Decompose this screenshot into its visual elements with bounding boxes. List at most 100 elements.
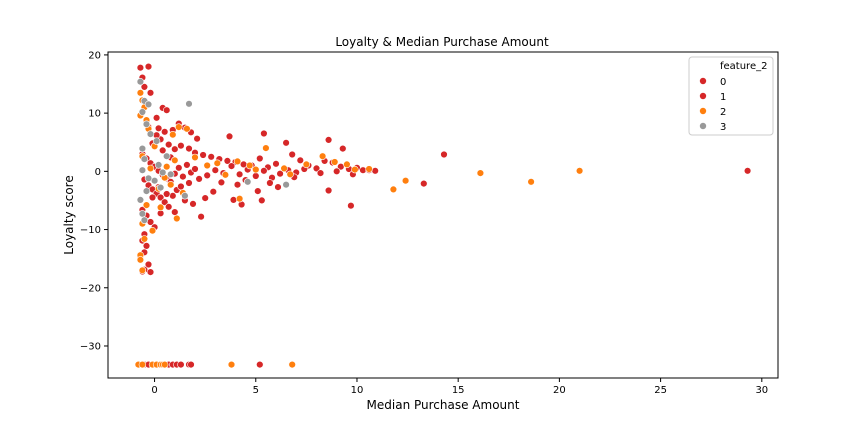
data-point-series-3-19 bbox=[282, 181, 290, 189]
data-point-series-2-37 bbox=[140, 235, 149, 243]
data-point-series-2-8 bbox=[169, 131, 177, 139]
data-point-series-1-7 bbox=[152, 114, 161, 122]
data-point-series-3-12 bbox=[150, 177, 159, 185]
x-tick-label-3: 15 bbox=[452, 385, 465, 396]
legend-label-2: 2 bbox=[720, 107, 726, 118]
data-point-series-1-31 bbox=[223, 157, 232, 165]
data-point-series-2-36 bbox=[148, 227, 157, 235]
data-point-series-3-17 bbox=[140, 216, 149, 224]
data-point-series-2-19 bbox=[351, 165, 359, 174]
scatter-points bbox=[134, 62, 752, 369]
data-point-series-1-98 bbox=[201, 194, 209, 202]
y-axis-ticks: −30 −20 −10 0 10 20 bbox=[80, 50, 108, 352]
data-point-series-2-13 bbox=[246, 161, 254, 170]
data-point-series-2-24 bbox=[527, 178, 535, 186]
data-point-series-1-6 bbox=[163, 106, 171, 114]
data-point-series-1-102 bbox=[233, 181, 242, 189]
data-point-series-2-11 bbox=[213, 159, 222, 167]
data-point-series-1-52 bbox=[743, 167, 752, 175]
x-axis-ticks: 0 5 10 15 20 25 30 bbox=[151, 378, 768, 396]
data-point-series-1-16 bbox=[225, 132, 234, 141]
data-point-series-1-101 bbox=[229, 196, 238, 204]
x-tick-label-6: 30 bbox=[755, 385, 768, 396]
data-point-series-1-19 bbox=[324, 136, 333, 144]
data-point-series-1-77 bbox=[276, 170, 284, 178]
data-point-series-1-125 bbox=[148, 193, 157, 202]
data-point-series-3-23 bbox=[138, 166, 147, 174]
x-tick-label-5: 25 bbox=[654, 385, 667, 396]
data-point-series-2-25 bbox=[575, 167, 584, 175]
data-point-series-2-22 bbox=[389, 185, 398, 194]
data-point-series-1-118 bbox=[142, 242, 151, 250]
data-point-series-1-64 bbox=[183, 161, 191, 169]
data-point-series-3-0 bbox=[136, 77, 145, 86]
data-point-series-2-31 bbox=[173, 214, 181, 223]
y-tick-label-1: −20 bbox=[80, 283, 101, 294]
data-point-series-3-13 bbox=[156, 183, 165, 192]
data-point-series-1-90 bbox=[165, 203, 173, 211]
data-point-series-1-107 bbox=[266, 179, 274, 187]
y-tick-label-4: 10 bbox=[88, 109, 101, 120]
data-point-series-1-96 bbox=[189, 200, 197, 208]
data-point-series-1-111 bbox=[347, 202, 355, 210]
data-point-series-1-15 bbox=[193, 135, 201, 143]
x-tick-label-0: 0 bbox=[151, 385, 157, 396]
data-point-series-1-50 bbox=[371, 167, 379, 175]
legend: feature_2 0 1 2 3 bbox=[688, 56, 774, 136]
data-point-series-3-3 bbox=[185, 100, 193, 108]
data-point-series-1-20 bbox=[339, 144, 347, 153]
data-point-series-2-18 bbox=[343, 160, 351, 169]
data-point-series-1-40 bbox=[296, 156, 304, 165]
data-point-series-3-20 bbox=[181, 192, 189, 200]
data-point-series-3-18 bbox=[244, 178, 252, 186]
data-point-series-1-81 bbox=[316, 169, 325, 177]
data-point-series-3-10 bbox=[154, 161, 163, 169]
y-tick-label-5: 20 bbox=[88, 50, 101, 61]
data-point-series-1-37 bbox=[272, 160, 280, 168]
data-point-series-1-110 bbox=[324, 186, 333, 195]
legend-label-1: 1 bbox=[720, 92, 726, 103]
data-point-series-2-6 bbox=[175, 123, 183, 131]
data-point-series-1-39 bbox=[288, 150, 296, 159]
legend-label-0: 0 bbox=[720, 77, 726, 88]
data-point-series-3-7 bbox=[152, 137, 161, 145]
data-point-series-2-39 bbox=[136, 256, 145, 264]
data-point-series-1-9 bbox=[154, 124, 163, 133]
data-point-series-2-33 bbox=[156, 203, 165, 212]
data-point-series-3-6 bbox=[146, 130, 155, 138]
legend-marker-2 bbox=[699, 107, 707, 115]
data-point-series-2-0 bbox=[136, 89, 145, 97]
data-point-series-2-42 bbox=[163, 163, 171, 171]
data-point-series-2-44 bbox=[203, 161, 211, 170]
data-point-series-1-82 bbox=[333, 167, 341, 176]
data-point-series-1-63 bbox=[179, 172, 187, 181]
data-point-series-3-5 bbox=[142, 120, 151, 128]
data-point-series-1-28 bbox=[199, 151, 207, 159]
data-point-series-2-34 bbox=[142, 201, 151, 209]
data-point-series-3-8 bbox=[138, 144, 147, 153]
data-point-series-1-74 bbox=[252, 172, 260, 180]
data-point-series-1-24 bbox=[171, 145, 179, 153]
data-point-series-3-22 bbox=[163, 152, 171, 160]
data-point-series-1-121 bbox=[144, 260, 153, 269]
data-point-series-1-66 bbox=[191, 165, 199, 173]
y-tick-label-2: −10 bbox=[80, 225, 101, 236]
data-point-series-1-71 bbox=[227, 162, 236, 170]
data-point-series-2-47 bbox=[286, 170, 294, 179]
data-point-series-2-14 bbox=[280, 164, 288, 173]
data-point-series-1-93 bbox=[177, 182, 185, 191]
y-tick-label-3: 0 bbox=[95, 167, 101, 178]
legend-box bbox=[688, 56, 774, 136]
data-point-series-1-21 bbox=[440, 150, 448, 159]
data-point-series-1-67 bbox=[195, 175, 203, 183]
data-point-series-3-2 bbox=[144, 100, 153, 109]
data-point-series-1-95 bbox=[185, 179, 193, 187]
data-point-series-2-50 bbox=[138, 360, 147, 369]
data-point-series-1-145 bbox=[187, 360, 195, 369]
data-point-series-1-91 bbox=[169, 192, 177, 200]
data-point-series-3-4 bbox=[138, 108, 147, 116]
data-point-series-2-9 bbox=[262, 144, 270, 152]
data-point-series-1-75 bbox=[260, 167, 268, 175]
data-point-series-2-23 bbox=[476, 169, 485, 177]
